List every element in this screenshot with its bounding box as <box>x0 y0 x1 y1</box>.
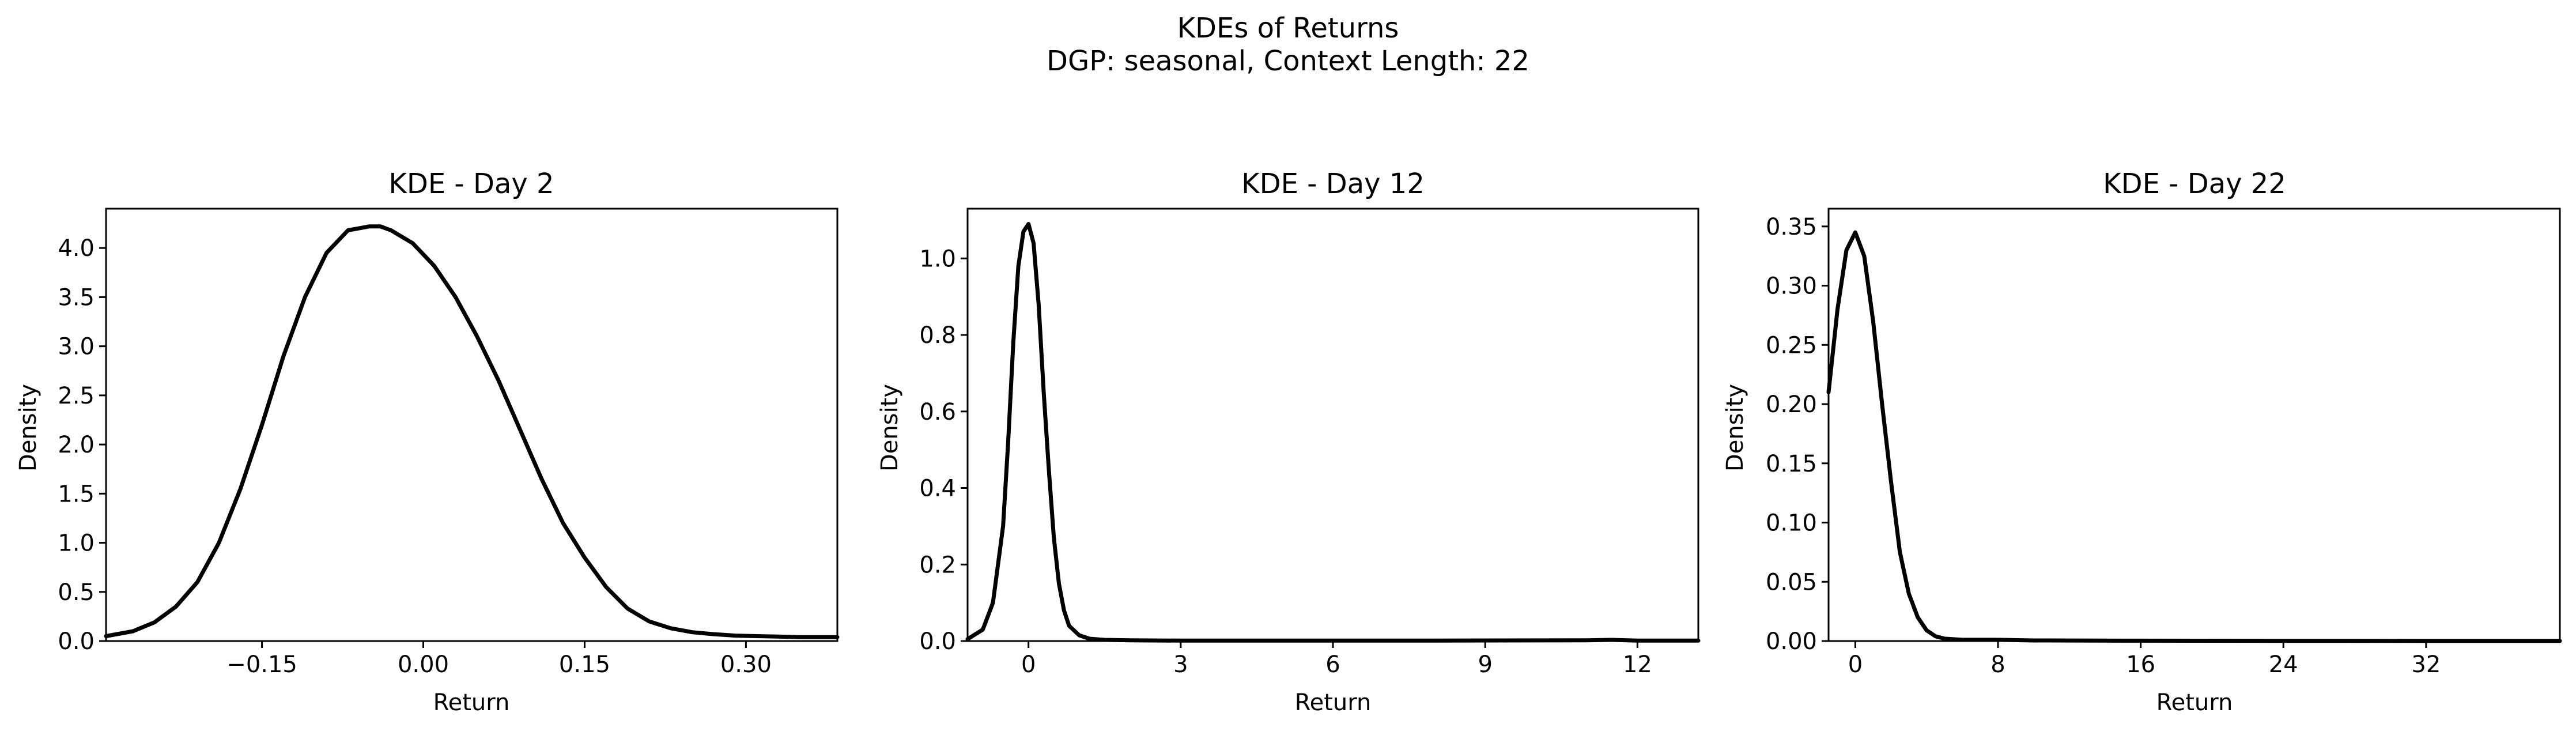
figure-title-line2: DGP: seasonal, Context Length: 22 <box>1047 45 1529 77</box>
x-tick-label: 32 <box>2411 651 2441 678</box>
plot-frame <box>1827 208 2561 642</box>
y-tick-label: 0.2 <box>919 552 956 578</box>
panel-title: KDE - Day 12 <box>1241 168 1425 200</box>
y-tick-label: 0.8 <box>919 322 956 349</box>
kde-panel-day-2: KDE - Day 2 Return Density −0.15 0.00 0.15… <box>15 168 840 716</box>
x-tick-label: 9 <box>1478 651 1492 678</box>
plot-frame <box>105 208 838 642</box>
y-tick-label: 0.20 <box>1766 391 1817 418</box>
kde-panel-day-12: KDE - Day 12 Return Density 0 3 6 9 12 0.0 0.2… <box>877 168 1701 716</box>
kde-curve <box>965 222 1701 643</box>
x-tick-label: 3 <box>1173 651 1188 678</box>
x-axis-label: Return <box>1295 689 1372 716</box>
y-tick-label: 1.0 <box>919 246 956 272</box>
x-tick-label: 24 <box>2269 651 2298 678</box>
y-tick-label: 0.05 <box>1766 569 1817 595</box>
x-axis-label: Return <box>2156 689 2233 716</box>
y-tick-label: 1.0 <box>58 530 95 557</box>
y-tick-label: 0.15 <box>1766 451 1817 477</box>
y-tick-label: 1.5 <box>58 481 95 507</box>
y-tick-label: 3.5 <box>58 284 95 311</box>
x-tick-label: −0.15 <box>226 651 297 678</box>
y-tick-label: 0.35 <box>1766 214 1817 240</box>
x-tick-label: 12 <box>1623 651 1652 678</box>
x-tick-label: 6 <box>1325 651 1340 678</box>
y-tick-label: 3.0 <box>58 334 95 360</box>
y-tick-label: 0.0 <box>58 628 95 655</box>
plot-frame <box>966 208 1699 642</box>
x-tick-label: 8 <box>1990 651 2005 678</box>
panel-title: KDE - Day 22 <box>2103 168 2286 200</box>
x-axis-label: Return <box>433 689 510 716</box>
figure-title-line1: KDEs of Returns <box>1177 12 1399 44</box>
kde-curve <box>1826 230 2562 643</box>
x-tick-label: 0.00 <box>398 651 449 678</box>
y-tick-label: 0.30 <box>1766 273 1817 300</box>
y-tick-label: 0.0 <box>919 628 956 655</box>
kde-curve <box>104 224 840 639</box>
y-tick-label: 0.4 <box>919 476 956 502</box>
x-tick-label: 0 <box>1848 651 1863 678</box>
y-tick-label: 0.5 <box>58 579 95 606</box>
y-tick-label: 4.0 <box>58 235 95 262</box>
y-tick-label: 2.0 <box>58 432 95 458</box>
y-axis-label: Density <box>877 384 903 472</box>
x-tick-label: 0.15 <box>559 651 610 678</box>
x-tick-label: 0 <box>1021 651 1036 678</box>
y-axis-label: Density <box>1722 384 1748 472</box>
kde-panel-day-22: KDE - Day 22 Return Density 0 8 16 24 32 0.00… <box>1722 168 2562 716</box>
y-tick-label: 0.6 <box>919 399 956 425</box>
y-tick-label: 0.10 <box>1766 510 1817 537</box>
y-tick-label: 2.5 <box>58 383 95 409</box>
y-tick-label: 0.00 <box>1766 628 1817 655</box>
y-tick-label: 0.25 <box>1766 332 1817 359</box>
panel-title: KDE - Day 2 <box>388 168 554 200</box>
x-tick-label: 0.30 <box>720 651 772 678</box>
y-axis-label: Density <box>15 384 41 472</box>
x-tick-label: 16 <box>2126 651 2155 678</box>
